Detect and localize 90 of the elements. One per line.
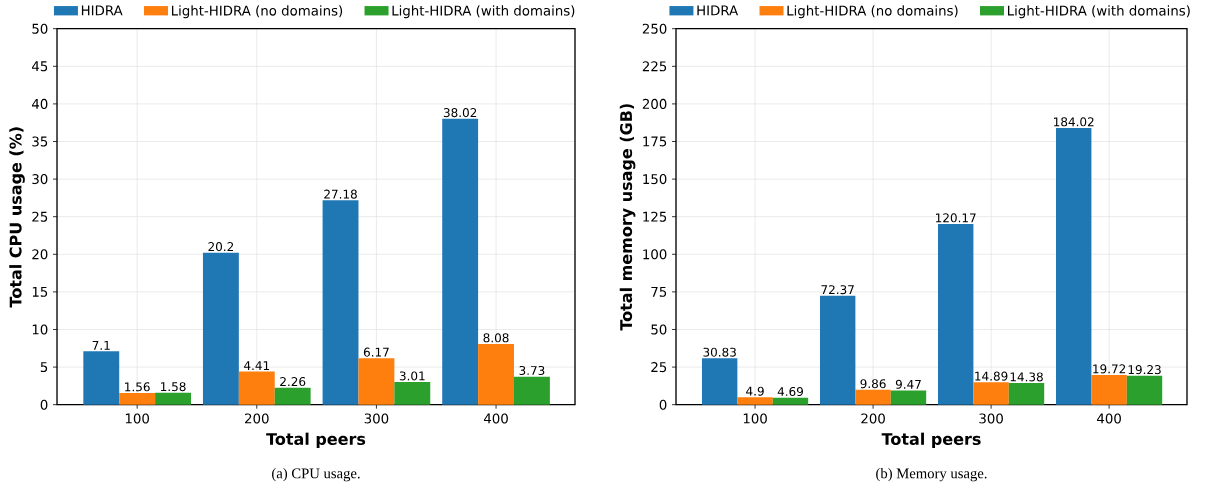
- y-tick-label: 5: [40, 362, 48, 373]
- data-label: 184.02: [1054, 117, 1094, 127]
- y-tick-label: 200: [642, 98, 667, 110]
- bar: [394, 382, 431, 405]
- y-tick-label: 50: [651, 324, 667, 335]
- bar: [737, 397, 773, 405]
- legend-label: Light-HIDRA (no domains): [787, 5, 958, 19]
- y-tick-label: 10: [32, 324, 48, 335]
- data-label: 6.17: [363, 347, 389, 357]
- y-tick-label: 35: [32, 136, 48, 147]
- x-axis-title: Total peers: [881, 432, 981, 449]
- data-label: 14.89: [975, 371, 1008, 381]
- data-label: 4.9: [746, 386, 764, 396]
- x-tick-label: 300: [364, 413, 389, 424]
- bar: [772, 397, 809, 405]
- y-tick-label: 50: [32, 23, 48, 34]
- bar: [478, 344, 514, 405]
- data-label: 7.1: [92, 341, 110, 350]
- x-tick-label: 300: [979, 413, 1003, 424]
- bar: [83, 351, 120, 405]
- bar: [937, 224, 974, 405]
- data-label: 120.17: [936, 213, 976, 223]
- bar: [238, 371, 275, 405]
- y-tick-label: 45: [31, 61, 48, 72]
- y-tick-label: 125: [643, 211, 667, 222]
- data-label: 19.23: [1128, 365, 1161, 375]
- legend-label: Light-HIDRA (with domains): [392, 5, 575, 19]
- data-label: 9.86: [860, 379, 886, 389]
- data-label: 30.83: [703, 347, 736, 357]
- y-tick-label: 0: [659, 399, 667, 410]
- bar: [1056, 128, 1092, 405]
- data-label: 1.56: [125, 382, 150, 392]
- bar: [442, 118, 479, 405]
- y-tick-label: 75: [651, 287, 667, 297]
- y-tick-label: 15: [32, 287, 48, 297]
- y-tick-label: 250: [642, 23, 667, 34]
- bar: [819, 296, 856, 405]
- bar: [358, 358, 395, 405]
- data-label: 2.26: [280, 377, 306, 387]
- text: (a) CPU usage.: [272, 468, 360, 482]
- bar: [1126, 375, 1163, 405]
- data-label: 3.73: [519, 366, 545, 376]
- bar: [274, 387, 311, 405]
- x-tick-label: 400: [1097, 413, 1121, 424]
- legend-label: HIDRA: [81, 5, 123, 16]
- text: (b) Memory usage.: [876, 468, 987, 482]
- y-tick-label: 25: [651, 362, 667, 373]
- legend-label: HIDRA: [697, 5, 739, 16]
- data-label: 20.2: [208, 242, 234, 252]
- y-axis-title: Total CPU usage (%): [9, 127, 25, 308]
- bar: [322, 200, 359, 405]
- y-axis-title: Total memory usage (GB): [619, 104, 636, 331]
- x-axis-title: Total peers: [266, 432, 366, 449]
- x-tick-label: 400: [483, 413, 508, 424]
- bar: [202, 252, 239, 405]
- y-tick-label: 225: [642, 61, 667, 72]
- data-label: 14.38: [1010, 372, 1043, 382]
- bar: [855, 390, 891, 405]
- x-tick-label: 100: [125, 413, 150, 424]
- data-label: 72.37: [821, 285, 854, 295]
- x-tick-label: 200: [245, 413, 269, 424]
- data-label: 27.18: [324, 189, 357, 199]
- y-tick-label: 20: [32, 249, 48, 260]
- data-label: 8.08: [483, 333, 509, 343]
- data-label: 38.02: [443, 108, 477, 118]
- bar: [890, 390, 927, 405]
- y-tick-label: 40: [31, 98, 48, 110]
- y-tick-label: 30: [32, 174, 48, 185]
- y-tick-label: 25: [32, 211, 48, 222]
- bar: [973, 382, 1009, 405]
- y-tick-label: 0: [40, 399, 48, 410]
- bar: [155, 392, 191, 405]
- data-label: 1.58: [161, 382, 186, 392]
- legend-label: Light-HIDRA (with domains): [1008, 5, 1190, 19]
- bar: [119, 393, 156, 405]
- data-label: 3.01: [399, 371, 425, 381]
- data-label: 4.41: [244, 361, 270, 371]
- bar: [701, 358, 738, 405]
- bar: [1091, 375, 1127, 405]
- bar: [513, 376, 550, 405]
- legend-label: Light-HIDRA (no domains): [172, 5, 343, 19]
- data-label: 19.72: [1093, 364, 1126, 374]
- bar: [1008, 383, 1045, 405]
- data-label: 4.69: [777, 387, 803, 397]
- y-tick-label: 175: [643, 136, 667, 147]
- x-tick-label: 200: [861, 413, 885, 424]
- y-tick-label: 150: [643, 174, 667, 185]
- data-label: 9.47: [895, 379, 921, 389]
- x-tick-label: 100: [743, 413, 767, 424]
- y-tick-label: 100: [643, 249, 667, 260]
